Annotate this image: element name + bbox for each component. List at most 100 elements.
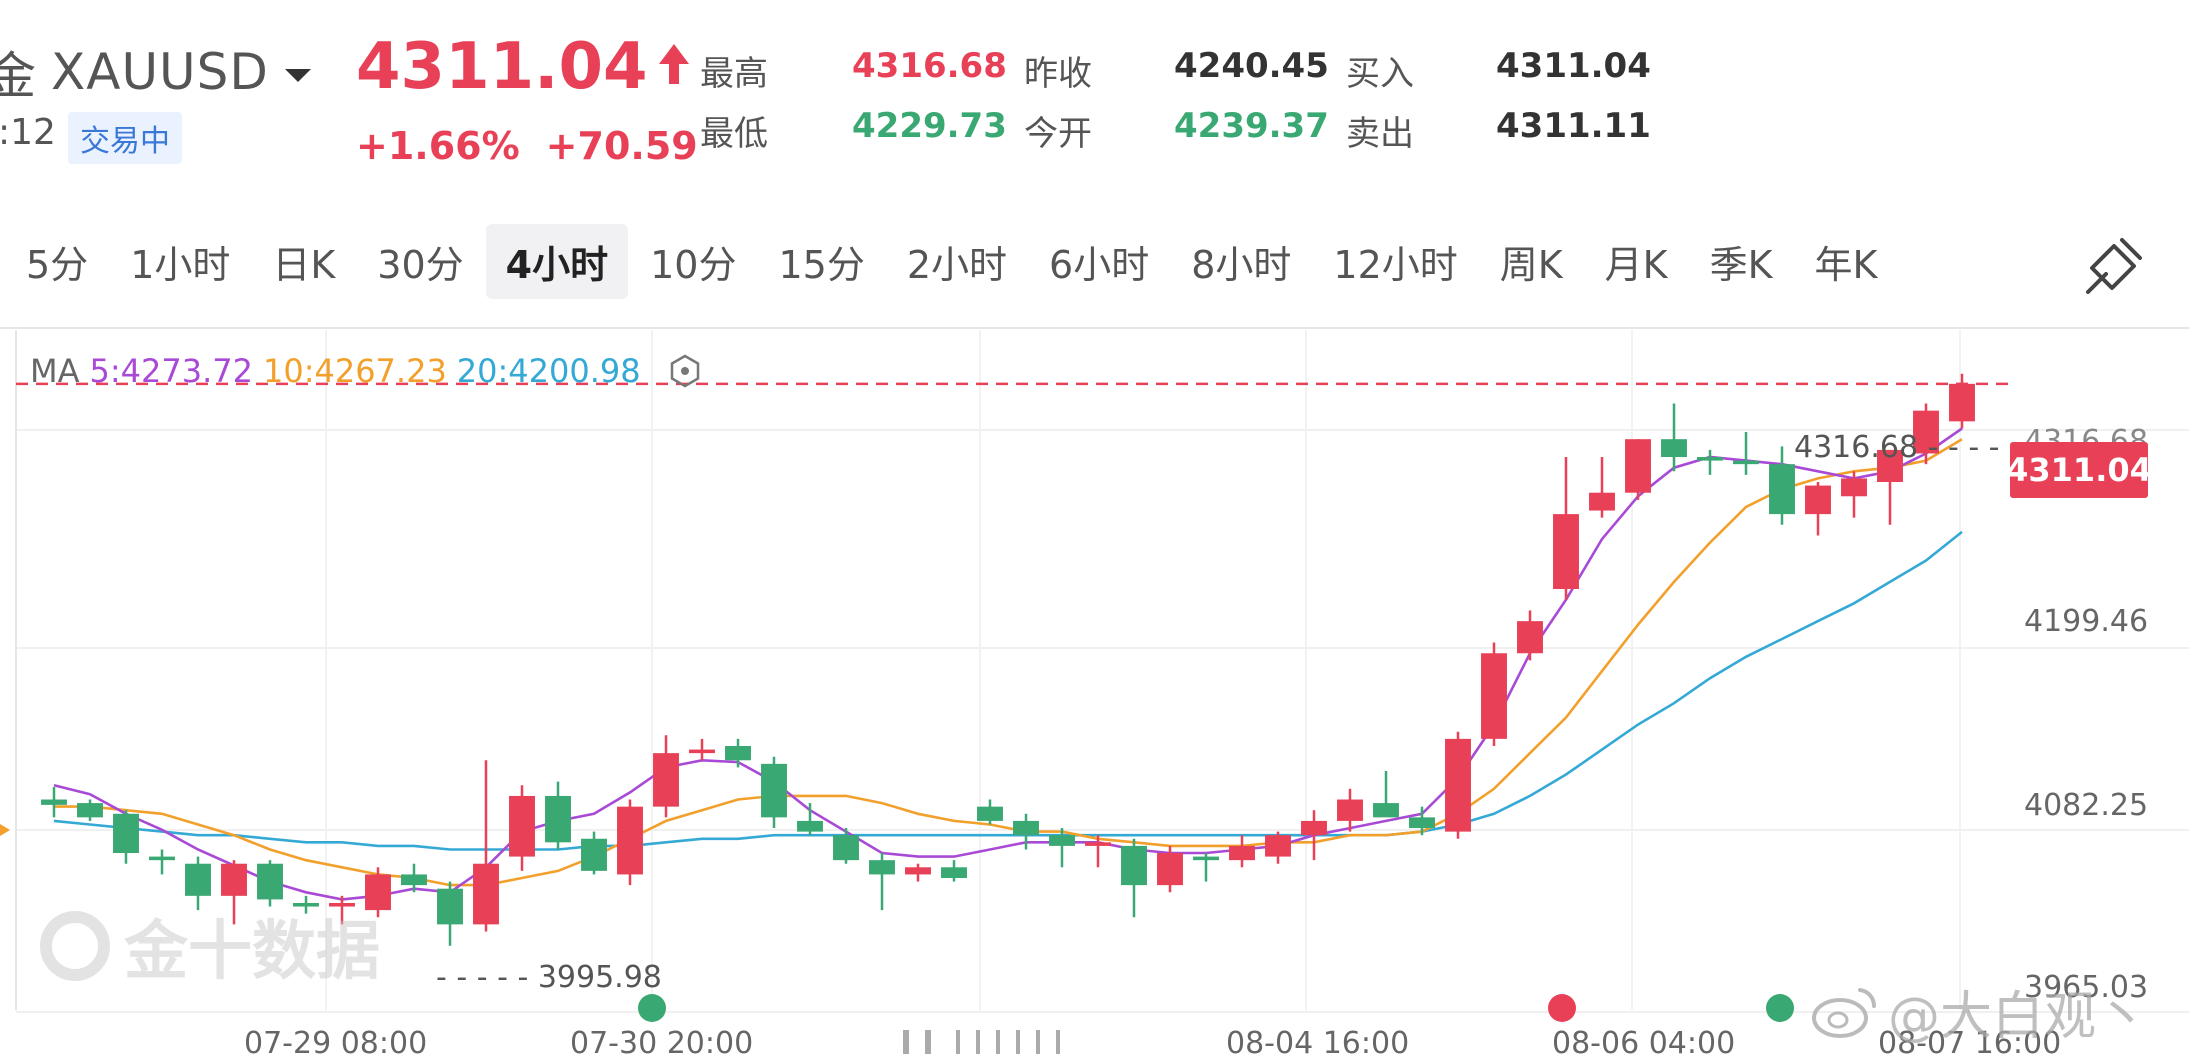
stat-low: 最低 bbox=[700, 114, 768, 154]
candle-body bbox=[293, 902, 319, 907]
period-high-label: 4316.68 - - - - bbox=[1794, 430, 2000, 465]
candle-body bbox=[725, 746, 751, 761]
candle-body bbox=[1697, 457, 1723, 461]
stat-high-value: 4316.68 bbox=[852, 46, 1007, 86]
tab-period[interactable]: 4小时 bbox=[485, 223, 629, 299]
x-axis-label: 07-30 20:00 bbox=[570, 1026, 754, 1061]
tab-period[interactable]: 8小时 bbox=[1191, 242, 1292, 287]
candle-body bbox=[1877, 449, 1903, 482]
settings-icon[interactable] bbox=[667, 353, 703, 389]
tab-period[interactable]: 1小时 bbox=[130, 242, 231, 287]
symbol-name: XAUUSD bbox=[51, 43, 269, 101]
candle-body bbox=[1301, 820, 1327, 836]
candle-body bbox=[833, 835, 859, 861]
y-axis-label: 3965.03 bbox=[2024, 970, 2149, 1005]
tab-period[interactable]: 2小时 bbox=[906, 242, 1008, 287]
candle-body bbox=[1193, 856, 1219, 861]
candle-body bbox=[1157, 853, 1183, 886]
candle-body bbox=[1121, 845, 1147, 886]
candle-body bbox=[1661, 439, 1687, 458]
tab-period[interactable]: 5分 bbox=[26, 242, 89, 287]
candle-body bbox=[905, 867, 931, 875]
jin10-logo-icon bbox=[40, 911, 110, 981]
quote-header: 金 XAUUSD :12 交易中 4311.04 +1.66% +70.59 最… bbox=[0, 0, 2189, 200]
symbol-prefix: 金 bbox=[0, 47, 37, 105]
ma10-line bbox=[54, 438, 1963, 887]
tab-period[interactable]: 12小时 bbox=[1333, 242, 1458, 287]
candle-body bbox=[797, 820, 823, 832]
change-percent: +1.66% bbox=[356, 124, 520, 168]
crosshair-marker-icon bbox=[0, 824, 10, 836]
y-axis-label: 4082.25 bbox=[2024, 788, 2149, 823]
candle-body bbox=[329, 902, 355, 907]
candle-body bbox=[869, 860, 895, 875]
tab-period[interactable]: 月K bbox=[1604, 242, 1668, 287]
candle-body bbox=[401, 874, 427, 886]
ma20-value: 20:4200.98 bbox=[456, 352, 641, 390]
event-marker bbox=[1766, 994, 1794, 1022]
candle-body bbox=[1337, 799, 1363, 821]
candle-body bbox=[509, 795, 535, 857]
candle-body bbox=[1373, 803, 1399, 818]
tab-period[interactable]: 15分 bbox=[778, 242, 865, 287]
stat-ask: 卖出 bbox=[1346, 114, 1414, 154]
symbol-selector[interactable]: 金 XAUUSD bbox=[0, 36, 311, 108]
tab-period[interactable]: 10分 bbox=[650, 242, 737, 287]
candle-body bbox=[1049, 835, 1075, 846]
update-time: :12 bbox=[0, 112, 56, 153]
candle-body bbox=[1265, 835, 1291, 857]
candle-body bbox=[1409, 817, 1435, 829]
stat-open: 今开 bbox=[1024, 114, 1092, 154]
candle-body bbox=[977, 806, 1003, 821]
candle-body bbox=[545, 795, 571, 843]
change-amount: +70.59 bbox=[545, 124, 698, 168]
stat-bid: 买入 bbox=[1346, 54, 1414, 94]
candle-body bbox=[1733, 460, 1759, 465]
candle-body bbox=[257, 863, 283, 900]
weibo-icon bbox=[1812, 987, 1877, 1038]
candle-body bbox=[221, 863, 247, 896]
candle-body bbox=[1517, 621, 1543, 654]
tab-period[interactable]: 周K bbox=[1499, 242, 1563, 287]
stat-high: 最高 bbox=[700, 54, 768, 94]
candle-body bbox=[1841, 478, 1867, 497]
last-price-value: 4311.04 bbox=[356, 30, 648, 104]
candle-body bbox=[689, 749, 715, 754]
candle-body bbox=[581, 838, 607, 871]
chevron-down-icon[interactable] bbox=[284, 68, 311, 82]
drawing-tool-icon[interactable] bbox=[2082, 232, 2148, 298]
candle-body bbox=[1625, 439, 1651, 493]
candle-body bbox=[941, 867, 967, 878]
candle-body bbox=[1553, 514, 1579, 590]
candle-body bbox=[1949, 383, 1975, 422]
tab-period[interactable]: 季K bbox=[1709, 242, 1773, 287]
watermark-logo: 金十数据 bbox=[40, 900, 380, 992]
candle-body bbox=[1481, 653, 1507, 739]
x-axis-label: 08-04 16:00 bbox=[1226, 1026, 1410, 1061]
candle-body bbox=[761, 763, 787, 818]
last-price-tag: 4311.04 bbox=[2006, 442, 2152, 498]
candle-body bbox=[149, 856, 175, 861]
candle-body bbox=[1913, 410, 1939, 454]
tab-period[interactable]: 日K bbox=[272, 242, 336, 287]
period-tabs: 5分 1小时 日K 30分 4小时 10分 15分 2小时 6小时 8小时 12小时 周K 月K 季K 年K bbox=[0, 220, 2189, 302]
last-price: 4311.04 bbox=[356, 30, 692, 104]
candle-body bbox=[1013, 820, 1039, 836]
ma10-value: 10:4267.23 bbox=[262, 352, 447, 390]
tab-period[interactable]: 30分 bbox=[377, 242, 464, 287]
tab-period[interactable]: 年K bbox=[1814, 242, 1878, 287]
ma-legend: MA 5:4273.72 10:4267.23 20:4200.98 bbox=[30, 352, 703, 390]
candle-body bbox=[185, 863, 211, 896]
arrow-up-icon bbox=[656, 44, 692, 90]
candlestick-chart[interactable] bbox=[0, 330, 2189, 1062]
x-axis-label: 07-29 08:00 bbox=[244, 1026, 428, 1061]
tab-period[interactable]: 6小时 bbox=[1049, 242, 1150, 287]
stat-bid-value: 4311.04 bbox=[1496, 46, 1651, 86]
candle-body bbox=[1085, 842, 1111, 846]
stat-low-value: 4229.73 bbox=[852, 106, 1007, 146]
candle-body bbox=[1589, 492, 1615, 511]
stat-prev-close-value: 4240.45 bbox=[1174, 46, 1329, 86]
chart-canvas bbox=[0, 330, 2189, 1054]
ma-label: MA bbox=[30, 352, 80, 390]
candle-body bbox=[653, 753, 679, 807]
